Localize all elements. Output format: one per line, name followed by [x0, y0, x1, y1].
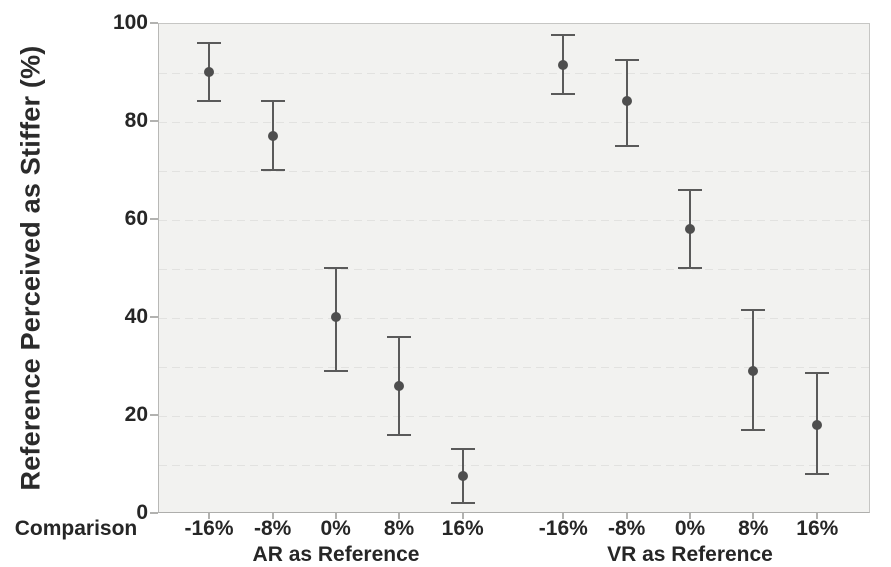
error-bar-cap-top — [260, 100, 285, 103]
x-tick-mark — [334, 513, 337, 519]
error-bar-cap-bottom — [197, 100, 221, 103]
gridline — [159, 268, 869, 270]
x-tick-mark — [816, 513, 819, 519]
error-bar-cap-top — [323, 267, 348, 269]
y-tick-mark — [150, 218, 158, 220]
y-tick-label: 20 — [124, 403, 148, 426]
x-tick-label: -16% — [538, 517, 588, 540]
y-tick-label: 60 — [124, 207, 148, 230]
x-tick-mark — [271, 513, 274, 519]
data-point — [267, 130, 278, 141]
y-tick-label: 100 — [112, 11, 148, 34]
gridline — [159, 121, 869, 123]
x-tick-mark — [752, 513, 755, 519]
group-label-vr-as-reference: VR as Reference — [607, 543, 773, 566]
x-tick-label: -8% — [608, 517, 646, 540]
x-tick-mark — [208, 513, 210, 519]
error-bar-cap-bottom — [551, 93, 576, 96]
x-tick-mark — [461, 513, 464, 519]
error-bar-cap-top — [387, 335, 411, 338]
y-tick-mark — [150, 512, 158, 514]
data-point — [621, 96, 632, 107]
data-point — [457, 471, 468, 482]
x-tick-mark — [689, 513, 691, 519]
data-point — [685, 223, 695, 234]
data-point — [204, 67, 214, 77]
error-bar-cap-bottom — [387, 433, 411, 436]
y-tick-label: 80 — [124, 109, 148, 132]
y-tick-mark — [150, 414, 158, 416]
error-bar-cap-top — [551, 34, 576, 37]
y-tick-label: 40 — [124, 305, 148, 328]
y-tick-label: 0 — [136, 501, 148, 524]
gridline — [159, 464, 869, 466]
gridline — [159, 219, 869, 221]
error-bar-cap-top — [741, 308, 766, 311]
x-tick-label: -8% — [254, 517, 292, 540]
data-point — [812, 419, 823, 430]
x-tick-label: 16% — [441, 517, 484, 540]
error-bar-cap-bottom — [323, 369, 348, 372]
error-bar-cap-top — [614, 58, 639, 61]
error-bar-cap-bottom — [741, 428, 766, 431]
data-point — [748, 365, 759, 376]
error-bar-cap-top — [678, 188, 702, 191]
x-tick-label: 0% — [674, 517, 706, 540]
gridline — [159, 415, 869, 417]
error-bar-cap-bottom — [260, 169, 285, 171]
gridline — [159, 72, 869, 74]
error-bar-cap-top — [805, 372, 830, 375]
x-tick-label: 8% — [738, 517, 769, 540]
error-bar-cap-bottom — [805, 472, 830, 475]
data-point — [558, 59, 569, 70]
gridline — [159, 317, 869, 319]
x-tick-mark — [625, 513, 628, 519]
x-tick-mark — [398, 513, 400, 519]
x-tick-label: 8% — [383, 517, 415, 540]
data-point — [330, 312, 341, 322]
x-tick-label: -16% — [184, 517, 234, 540]
y-tick-mark — [150, 22, 158, 24]
x-tick-label: 0% — [320, 517, 351, 540]
error-bar-cap-bottom — [450, 502, 475, 505]
y-tick-mark — [150, 120, 158, 122]
gridline — [159, 366, 869, 368]
x-tick-mark — [562, 513, 565, 519]
plot-area — [158, 23, 870, 513]
error-bar-cap-top — [197, 41, 221, 44]
error-bar-cap-top — [450, 448, 475, 451]
gridline — [159, 170, 869, 172]
x-tick-label: 16% — [796, 517, 839, 540]
data-point — [394, 380, 404, 391]
error-bar-cap-bottom — [614, 144, 639, 147]
x-axis-title-comparison: Comparison — [14, 517, 138, 540]
group-label-ar-as-reference: AR as Reference — [252, 543, 420, 566]
y-tick-mark — [150, 316, 158, 318]
error-bar-cap-bottom — [678, 267, 702, 269]
